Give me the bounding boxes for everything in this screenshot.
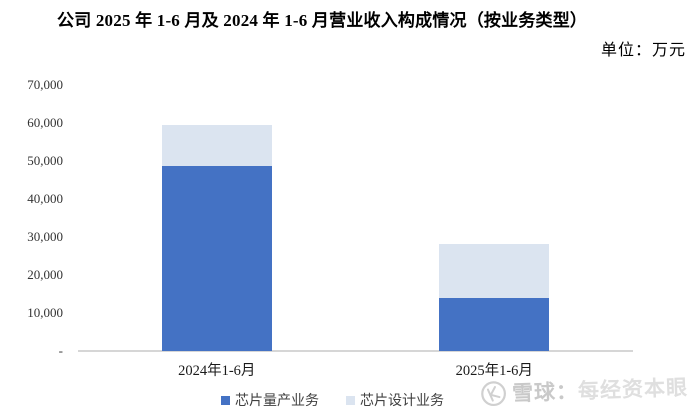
bar-segment xyxy=(439,297,550,351)
y-tick-label: 10,000 xyxy=(27,305,63,320)
x-axis-label: 2024年1-6月 xyxy=(178,363,256,379)
bar-segment xyxy=(161,125,272,166)
legend: 芯片量产业务 芯片设计业务 xyxy=(0,390,665,410)
x-axis-label: 2025年1-6月 xyxy=(455,363,533,379)
legend-item: 芯片设计业务 xyxy=(346,390,444,410)
legend-label: 芯片设计业务 xyxy=(360,394,444,409)
watermark-source: 雪球： xyxy=(511,379,579,406)
watermark-account: 每经资本眼 xyxy=(577,375,689,404)
bar-segment xyxy=(161,165,272,351)
plot-area xyxy=(78,85,633,352)
legend-item: 芯片量产业务 xyxy=(221,390,319,410)
legend-label: 芯片量产业务 xyxy=(235,394,319,409)
y-tick-label: 50,000 xyxy=(27,153,63,168)
x-axis-labels: 2024年1-6月 2025年1-6月 xyxy=(78,359,633,379)
legend-swatch xyxy=(346,395,355,405)
y-tick-label: 40,000 xyxy=(27,191,63,206)
unit-label: 单位：万元 xyxy=(600,42,686,59)
watermark: 雪球：每经资本眼 xyxy=(480,371,689,408)
y-axis: 70,000 60,000 50,000 40,000 30,000 20,000 10,0… xyxy=(0,77,63,358)
x-axis-line xyxy=(78,350,633,352)
watermark-text: 雪球：每经资本眼 xyxy=(512,371,689,407)
y-tick-label: 20,000 xyxy=(27,267,63,282)
legend-swatch xyxy=(221,395,230,405)
y-tick-label: 70,000 xyxy=(27,77,63,92)
bar-segment xyxy=(439,244,550,298)
xueqiu-logo-icon xyxy=(481,380,506,406)
bar-group xyxy=(439,244,550,351)
y-tick-label: 60,000 xyxy=(27,115,63,130)
y-tick-label: - xyxy=(58,343,63,358)
y-tick-label: 30,000 xyxy=(27,229,63,244)
bar-group xyxy=(161,125,272,351)
chart-title: 公司 2025 年 1-6 月及 2024 年 1-6 月营业收入构成情况（按业… xyxy=(57,11,588,30)
